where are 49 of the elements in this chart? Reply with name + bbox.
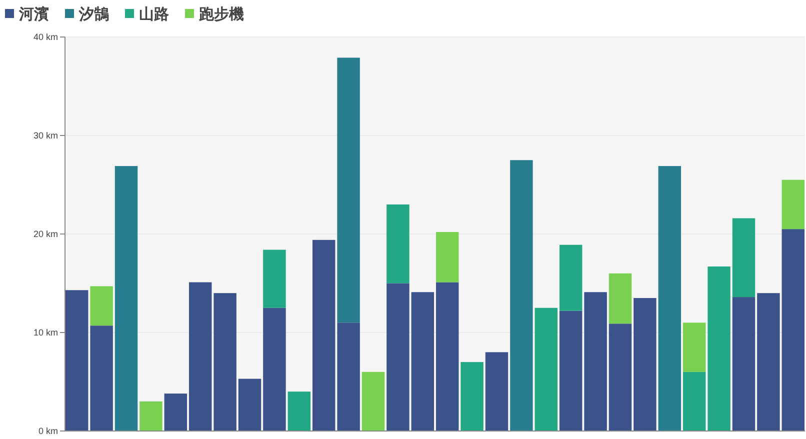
bar [608, 324, 632, 431]
bar [65, 290, 88, 431]
bar [164, 394, 188, 431]
bar [584, 292, 607, 431]
bar [708, 266, 730, 431]
bar [460, 362, 484, 431]
bar [386, 204, 410, 284]
bar [411, 292, 434, 431]
bar [782, 180, 805, 230]
bar [436, 232, 459, 282]
bar [757, 293, 780, 431]
y-tick-label: 10 km [33, 328, 58, 338]
bar [238, 378, 262, 431]
bar [485, 352, 508, 431]
bar [362, 372, 385, 431]
y-tick-label: 30 km [33, 130, 58, 141]
bar [337, 322, 360, 431]
bar [288, 392, 311, 431]
bar [386, 283, 410, 431]
bar [188, 282, 212, 431]
bar [534, 308, 558, 431]
bar [312, 240, 336, 431]
bar [682, 372, 706, 431]
bar [634, 298, 656, 431]
legend-label: 跑步機 [198, 5, 244, 23]
legend-label: 河濱 [18, 5, 49, 23]
y-tick-label: 20 km [33, 229, 58, 240]
bar [732, 218, 756, 298]
y-tick-label: 40 km [33, 32, 58, 42]
bar [782, 229, 805, 431]
bar [337, 58, 360, 323]
y-tick-label: 0 km [38, 426, 58, 436]
bar [263, 250, 286, 308]
bar [732, 297, 756, 431]
bar [682, 322, 706, 372]
legend-label: 汐鵠 [78, 5, 109, 23]
bar [263, 308, 286, 431]
bar [90, 286, 113, 326]
bar [658, 166, 682, 431]
bar [559, 310, 582, 431]
bar [436, 282, 459, 431]
bar [90, 326, 113, 431]
legend-label: 山路 [139, 5, 169, 23]
bar [140, 401, 162, 431]
bar [608, 273, 632, 324]
bar [214, 293, 236, 431]
bar [510, 160, 533, 431]
bar [559, 244, 582, 311]
bar [114, 166, 138, 431]
